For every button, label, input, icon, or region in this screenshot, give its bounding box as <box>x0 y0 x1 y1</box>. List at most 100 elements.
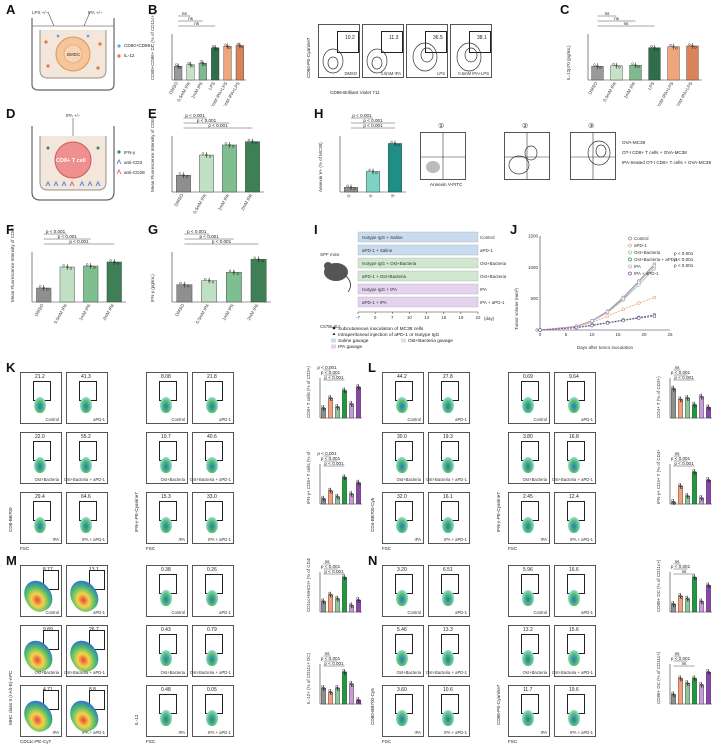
group-label: IPA + aPD-1 <box>208 730 231 735</box>
k-flow-xtitle: FSC <box>20 546 30 551</box>
sig-label: p < 0.001 <box>671 370 691 375</box>
flow-plot: 9.64 aPD-1 <box>554 372 596 424</box>
x-tick-label: 15 <box>615 332 621 337</box>
series-point <box>637 280 641 285</box>
sig-label: ns <box>182 11 188 16</box>
series-point <box>621 307 625 312</box>
flow-plot: 33.0 IPA + aPD-1 <box>192 492 234 544</box>
group-label: IPA <box>414 537 421 542</box>
y-tick-label: 0 <box>535 328 538 333</box>
flow-plot: 3.60 IPA <box>382 685 424 737</box>
sig-label: p < 0.001 <box>674 375 694 380</box>
sig-label: p < 0.001 <box>321 370 341 375</box>
row-group: IPA + aPD-1 <box>480 300 505 305</box>
data-point <box>236 42 240 46</box>
flow-plot: 10.7 Ost+Bacteria <box>146 432 188 484</box>
group-label: IPA + aPD-1 <box>82 537 105 542</box>
l-flow-xtitle: FSC <box>382 546 392 551</box>
bar <box>685 683 690 705</box>
y-axis-label: IL-12+ (% of CD11c+ DC) <box>306 652 311 704</box>
series-point <box>621 318 625 323</box>
l-flow-ytitle: CD4-BB700-Cy5 <box>370 497 375 532</box>
gate-percentage: 5.96 <box>523 567 533 573</box>
group-label: aPD-1 <box>581 417 593 422</box>
gate-percentage: 3.20 <box>397 567 407 573</box>
panel-letter-b: B <box>148 2 158 17</box>
legend-il12: IL-12 <box>124 53 135 58</box>
category-label: 0.5mM IPA <box>195 303 210 324</box>
sig-label: p < 0.001 <box>671 656 691 661</box>
sig-label: ns <box>624 21 630 26</box>
cell-population <box>568 710 580 726</box>
legend-label: Ost+Bacteria <box>634 250 661 255</box>
bar <box>235 45 244 81</box>
row-group: Ost+Bacteria + aPD-1 <box>480 274 506 279</box>
gate-percentage: 0.38 <box>161 567 171 573</box>
cell-population <box>80 397 92 413</box>
gate-percentage: 40.6 <box>207 434 217 440</box>
sig-label: p < 0.001 <box>46 229 66 234</box>
flow-plot: 0.05 IPA + aPD-1 <box>192 685 234 737</box>
group-label: Control <box>171 417 186 422</box>
data-point <box>224 142 228 145</box>
data-point <box>375 171 378 175</box>
gate-percentage: 6.51 <box>443 567 453 573</box>
cell-population <box>442 397 454 413</box>
y-tick-label: 1000 <box>528 265 539 270</box>
data-point <box>228 269 232 273</box>
b-flow-plot-3: 36.5 LPS <box>406 24 448 78</box>
gate-percentage: 12.4 <box>569 494 579 500</box>
category-label: 1mM IPA <box>217 193 230 211</box>
data-point <box>199 60 203 63</box>
cell-population <box>568 517 580 533</box>
gate-percentage: 2.45 <box>523 494 533 500</box>
sig-label: p < 0.001 <box>352 113 372 118</box>
category-label: 0.5mM IPA <box>192 193 207 214</box>
cell-population <box>206 457 218 473</box>
bar <box>356 482 361 505</box>
group-label: Ost+Bacteria <box>34 477 59 482</box>
flow-plot: 13.3 Ost+Bacteria + aPD-1 <box>426 625 470 677</box>
gate-percentage: 55.2 <box>81 434 91 440</box>
h-flow-plot-2 <box>504 132 550 180</box>
chart-f: Mean Fluorescence Intensity of CD69 DMSO 0… <box>10 228 126 324</box>
row-group: Control <box>480 235 495 240</box>
cell-population <box>160 650 172 666</box>
day-unit: (day) <box>484 316 495 321</box>
bar <box>692 471 697 505</box>
cd8-cell-label: CD8+ T cell <box>56 158 86 164</box>
group-label: aPD-1 <box>455 610 467 615</box>
row-treatment: Isotype IgG + Ost+Bacteria <box>362 261 417 266</box>
cell-population <box>568 457 580 473</box>
cell-population <box>442 590 454 606</box>
gate-percentage: 16.6 <box>569 567 579 573</box>
h-legend-1: OVA-MC38 <box>622 140 646 145</box>
sig-label: p < 0.001 <box>363 118 383 123</box>
category-label: 2mM IPA <box>240 193 253 211</box>
sig-label: p < 0.001 <box>674 257 694 262</box>
group-label: IPA + aPD-1 <box>570 537 593 542</box>
bar <box>106 261 122 303</box>
day-label: 10 <box>407 315 413 320</box>
flow-plot: 21.8 aPD-1 <box>192 372 234 424</box>
row-group: aPD-1 <box>480 248 493 253</box>
data-point <box>593 63 596 66</box>
treatment-schedule: SPF mice C57BL/6J Isotype IgG + Saline Co… <box>320 231 506 350</box>
sig-label: p < 0.001 <box>197 118 217 123</box>
bar <box>387 143 403 193</box>
chart-g: IFN-γ (pg/mL) DMSO 0.5mM IPA 1mM IPA 2mM IPA… <box>150 229 271 324</box>
cell-population <box>442 710 454 726</box>
h-legend-2: OT-I CD8+ T cells + OVA-MC38 <box>622 150 687 155</box>
category-label: ① <box>346 192 353 199</box>
cell-population <box>396 710 408 726</box>
m-flow-ytitle: MHC class II (I-A/I-E)-APC <box>8 670 13 725</box>
group-label: IPA + aPD-1 <box>444 730 467 735</box>
flow-plot: 11.7 IPA <box>508 685 550 737</box>
chart-c: IL-12p70 (pg/mL) DMSO 0.5mM IPA 1mM IPA LPS0… <box>566 11 702 106</box>
gate <box>43 690 59 710</box>
sig-label: ns <box>325 559 331 564</box>
bar <box>706 585 711 613</box>
data-point <box>204 277 207 281</box>
